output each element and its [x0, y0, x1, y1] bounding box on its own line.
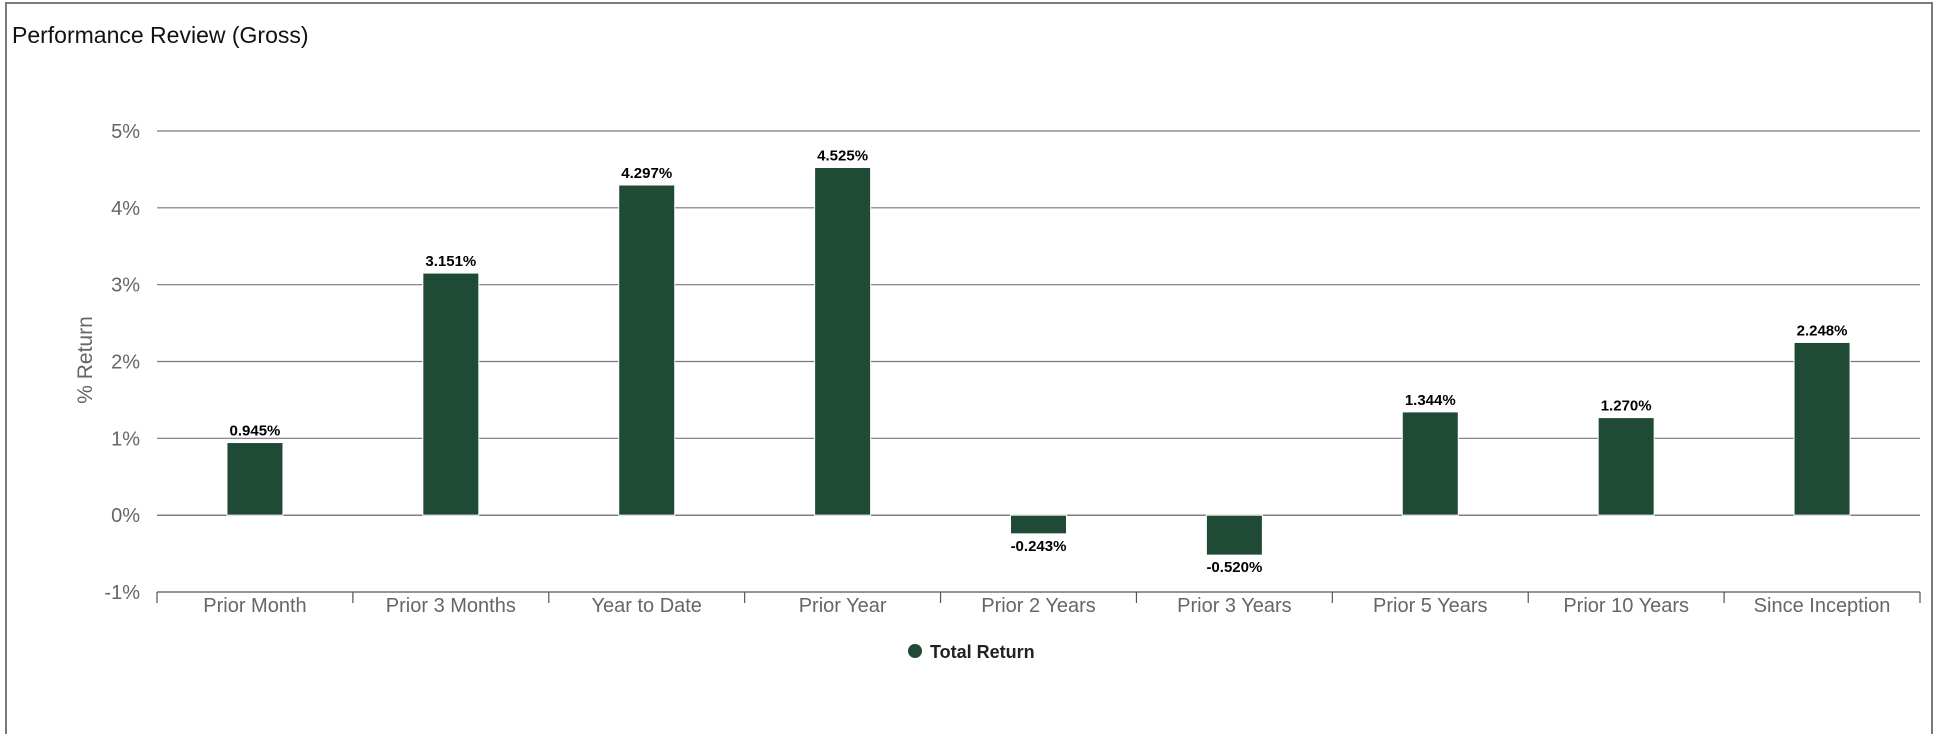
- x-axis: Prior Month Prior 3 Months Year to Date Pri…: [156, 591, 1921, 617]
- bars: [226, 166, 1851, 556]
- data-label: 4.297%: [621, 165, 672, 182]
- x-tick-label: Prior Year: [799, 595, 887, 617]
- bar[interactable]: [1205, 514, 1263, 556]
- y-axis-label: % Return: [74, 316, 97, 404]
- bar[interactable]: [1793, 341, 1851, 516]
- bar[interactable]: [1597, 417, 1655, 516]
- data-label: 4.525%: [817, 147, 868, 164]
- x-tick-label: Prior 3 Months: [386, 595, 516, 617]
- chart-title: Performance Review (Gross): [12, 22, 309, 48]
- data-label: 2.248%: [1797, 322, 1848, 339]
- legend[interactable]: Total Return: [908, 642, 1035, 662]
- y-tick-label: 4%: [111, 198, 140, 220]
- bar[interactable]: [1401, 411, 1459, 516]
- x-tick-label: Prior Month: [203, 595, 306, 617]
- bar[interactable]: [814, 166, 872, 516]
- x-tick-label: Prior 10 Years: [1563, 595, 1689, 617]
- y-tick-label: 3%: [111, 275, 140, 297]
- y-tick-label: -1%: [104, 582, 140, 604]
- y-tick-label: 0%: [111, 505, 140, 527]
- bar[interactable]: [422, 272, 480, 516]
- x-tick-label: Prior 3 Years: [1177, 595, 1292, 617]
- x-tick-label: Since Inception: [1754, 595, 1891, 617]
- data-label: 1.270%: [1601, 398, 1652, 415]
- data-label: 1.344%: [1405, 392, 1456, 409]
- x-tick-label: Year to Date: [591, 595, 701, 617]
- chart-panel: [5, 2, 1933, 734]
- y-tick-label: 1%: [111, 428, 140, 450]
- y-tick-label: 5%: [111, 121, 140, 143]
- bar[interactable]: [1010, 514, 1067, 535]
- data-label: -0.243%: [1011, 538, 1067, 555]
- data-labels: 0.945% 3.151% 4.297% 4.525% -0.243% -0.520% 1.…: [230, 147, 1848, 576]
- bar[interactable]: [618, 184, 676, 516]
- data-label: -0.520%: [1206, 559, 1262, 576]
- x-tick-label: Prior 5 Years: [1373, 595, 1488, 617]
- legend-marker: [908, 644, 922, 658]
- bar[interactable]: [226, 442, 284, 516]
- legend-label-total-return: Total Return: [930, 642, 1035, 662]
- y-tick-label: 2%: [111, 352, 140, 374]
- data-label: 3.151%: [425, 253, 476, 270]
- data-label: 0.945%: [230, 423, 281, 440]
- x-tick-label: Prior 2 Years: [981, 595, 1096, 617]
- gridlines: [157, 130, 1920, 516]
- y-axis-ticks: -1% 0% 1% 2% 3% 4% 5%: [104, 121, 140, 604]
